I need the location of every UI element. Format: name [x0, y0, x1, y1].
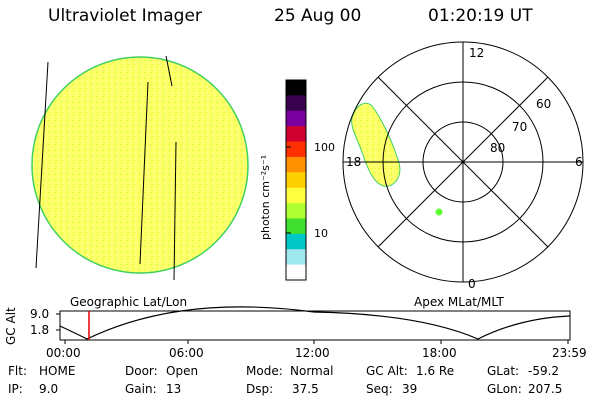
gain-label: Gain: [125, 382, 157, 396]
colorbar-unit-label: photon cm⁻²s⁻¹ [259, 154, 272, 240]
mlt-label-6: 6 [575, 155, 583, 169]
time-tick-0000: 00:00 [46, 346, 81, 360]
altitude-plot [56, 306, 571, 344]
flt-value: HOME [39, 364, 76, 378]
colorbar-segment [286, 141, 306, 158]
time-tick-1200: 12:00 [295, 346, 330, 360]
gcalt-value: 1.6 Re [416, 364, 455, 378]
colorbar-segment [286, 126, 306, 143]
seq-label: Seq: [366, 382, 393, 396]
dsp-value: 37.5 [292, 382, 319, 396]
auroral-oval [351, 102, 401, 187]
date-label: 25 Aug 00 [274, 6, 362, 26]
door-label: Door: [125, 364, 158, 378]
glat-label: GLat: [487, 364, 520, 378]
altitude-ytick-9: 9.0 [30, 307, 50, 321]
time-tick-1800: 18:00 [422, 346, 457, 360]
geographic-grid-lines [35, 55, 177, 281]
mlt-label-0: 0 [468, 277, 476, 291]
glon-label: GLon: [487, 382, 522, 396]
ip-value: 9.0 [39, 382, 59, 396]
colorbar-segment [286, 156, 306, 173]
colorbar-tick-10: 10 [314, 227, 328, 240]
earth-disk-image [31, 56, 249, 274]
instrument-title: Ultraviolet Imager [48, 6, 202, 26]
colorbar-segment [286, 110, 306, 127]
door-value: Open [166, 364, 199, 378]
time-label: 01:20:19 UT [428, 6, 533, 26]
ip-label: IP: [8, 382, 23, 396]
colorbar-segment [286, 80, 306, 96]
glat-value: -59.2 [528, 364, 560, 378]
colorbar [286, 80, 306, 281]
polar-plot [342, 41, 584, 283]
sun-marker [435, 208, 443, 216]
altitude-ytick-1.8: 1.8 [30, 323, 50, 337]
colorbar-segment [286, 218, 306, 235]
dsp-label: Dsp: [246, 382, 274, 396]
glon-value: 207.5 [528, 382, 563, 396]
gcalt-label: GC Alt: [366, 364, 408, 378]
lat-label-80: 80 [490, 141, 506, 155]
mlt-label-12: 12 [469, 46, 485, 60]
colorbar-segment [286, 187, 306, 204]
time-tick-0600: 06:00 [169, 346, 204, 360]
seq-value: 39 [402, 382, 418, 396]
altitude-ylabel: GC Alt [4, 307, 18, 345]
time-tick-2359: 23:59 [552, 346, 587, 360]
mlt-label-18: 18 [346, 155, 362, 169]
colorbar-segment [286, 264, 306, 281]
lat-label-70: 70 [512, 120, 528, 134]
mode-value: Normal [290, 364, 334, 378]
colorbar-segment [286, 203, 306, 220]
altitude-curve [59, 306, 571, 340]
colorbar-segment [286, 249, 306, 266]
apex-label: Apex MLat/MLT [414, 295, 504, 309]
geographic-label: Geographic Lat/Lon [70, 295, 188, 309]
mode-label: Mode: [246, 364, 283, 378]
lat-label-60: 60 [536, 97, 552, 111]
colorbar-segment [286, 172, 306, 189]
gain-value: 13 [166, 382, 182, 396]
colorbar-tick-100: 100 [314, 141, 335, 154]
colorbar-segment [286, 95, 306, 112]
colorbar-segment [286, 233, 306, 250]
flt-label: Flt: [8, 364, 27, 378]
